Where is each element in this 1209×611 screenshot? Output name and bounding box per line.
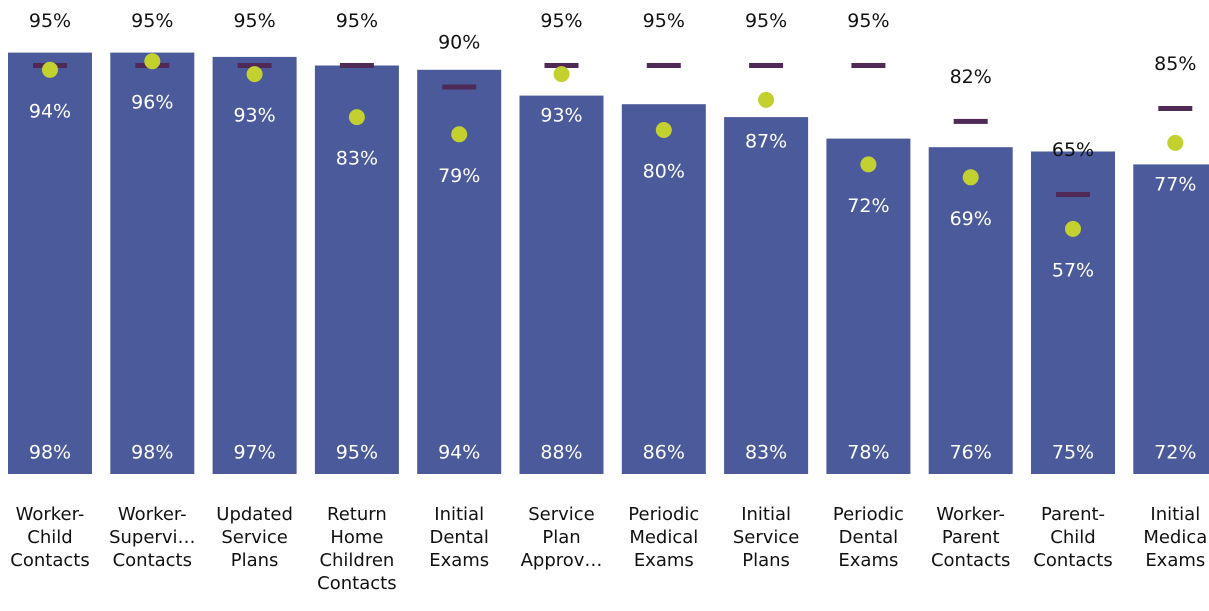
target-label: 85% xyxy=(1154,53,1196,75)
target-label: 95% xyxy=(233,10,275,32)
dot xyxy=(451,126,468,143)
bar-label: 97% xyxy=(233,442,275,464)
target-dash xyxy=(749,63,784,68)
target-dash xyxy=(442,84,477,90)
bar xyxy=(519,95,604,474)
bar-label: 94% xyxy=(438,442,480,464)
target-label: 82% xyxy=(950,66,992,88)
target-dash xyxy=(544,63,579,68)
target-dash xyxy=(646,63,681,68)
bar-label: 83% xyxy=(745,442,787,464)
dot-label: 69% xyxy=(950,208,992,230)
target-label: 95% xyxy=(643,10,685,32)
dot xyxy=(655,122,672,138)
dot xyxy=(962,169,979,186)
dot-label: 79% xyxy=(438,165,480,187)
dot-label: 93% xyxy=(233,105,275,127)
bar-label: 86% xyxy=(643,442,685,464)
target-label: 90% xyxy=(438,32,480,54)
bar xyxy=(621,104,706,474)
dot-label: 87% xyxy=(745,130,787,152)
dot xyxy=(553,66,570,83)
bar-label: 72% xyxy=(1154,442,1196,464)
x-tick-label: Return Home Children Contacts xyxy=(317,504,397,594)
dot-label: 72% xyxy=(847,195,889,217)
dot-label: 77% xyxy=(1154,173,1196,195)
bar xyxy=(212,56,297,475)
dot xyxy=(144,53,161,70)
dot xyxy=(1065,220,1081,237)
bar xyxy=(314,65,399,474)
bar-label: 88% xyxy=(540,442,582,464)
dot-label: 94% xyxy=(29,100,71,122)
x-tick-label: Parent- Child Contacts xyxy=(1033,504,1113,571)
x-tick-label: Updated Service Plans xyxy=(216,504,293,571)
dot xyxy=(42,61,58,78)
bar-label: 75% xyxy=(1052,442,1094,464)
x-tick-label: Worker- Parent Contacts xyxy=(930,504,1011,571)
x-tick-label: Initial Dental Exams xyxy=(429,504,490,571)
target-dash xyxy=(237,63,272,68)
x-tick-label: Worker- Supervi… Contacts xyxy=(109,504,196,571)
dot-label: 80% xyxy=(643,161,685,183)
bar-label: 76% xyxy=(950,442,992,464)
x-tick-label: Service Plan Approv… xyxy=(520,504,603,571)
x-tick-label: Periodic Medical Exams xyxy=(628,504,700,571)
bar xyxy=(826,138,911,474)
target-label: 95% xyxy=(336,10,378,32)
target-dash xyxy=(1158,106,1193,111)
bar-label: 98% xyxy=(29,442,71,464)
dot xyxy=(758,91,775,108)
bar xyxy=(724,117,809,474)
dot xyxy=(860,156,877,173)
bar xyxy=(928,147,1013,474)
target-label: 95% xyxy=(847,10,889,32)
target-dash xyxy=(953,118,988,124)
x-tick-label: Worker- Child Contacts xyxy=(10,504,90,571)
bar-label: 78% xyxy=(847,442,889,464)
bar xyxy=(110,52,195,474)
dot-label: 83% xyxy=(336,148,378,170)
target-dash xyxy=(851,63,886,68)
target-label: 65% xyxy=(1052,139,1094,161)
target-dash xyxy=(1056,192,1090,197)
target-dash xyxy=(339,63,374,68)
dot xyxy=(348,109,365,126)
dot-label: 57% xyxy=(1052,259,1094,281)
bar xyxy=(1031,151,1115,474)
dot xyxy=(246,66,263,83)
target-label: 95% xyxy=(131,10,173,32)
bar xyxy=(8,52,92,474)
target-label: 95% xyxy=(745,10,787,32)
x-tick-label: Periodic Dental Exams xyxy=(832,504,904,571)
bar-label: 98% xyxy=(131,442,173,464)
x-tick-label: Initial Medica Exams xyxy=(1143,504,1208,571)
dot-label: 93% xyxy=(540,105,582,127)
dot xyxy=(1167,134,1184,151)
dot-label: 96% xyxy=(131,92,173,114)
x-tick-label: Initial Service Plans xyxy=(732,504,800,571)
target-label: 95% xyxy=(29,10,71,32)
target-label: 95% xyxy=(540,10,582,32)
bar-label: 95% xyxy=(336,442,378,464)
bar xyxy=(1133,164,1209,474)
